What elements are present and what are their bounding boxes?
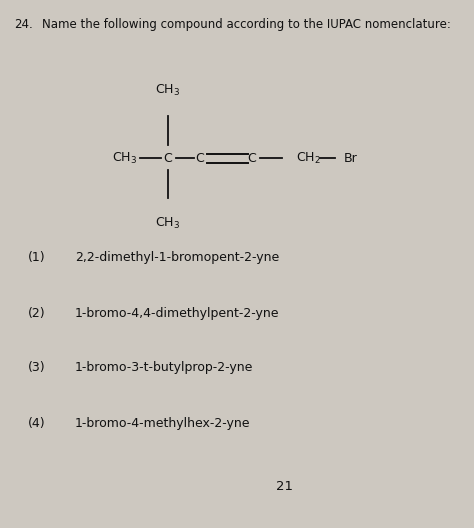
Text: 1-bromo-3-t-butylprop-2-yne: 1-bromo-3-t-butylprop-2-yne (75, 362, 254, 374)
Text: CH$_3$: CH$_3$ (112, 150, 137, 166)
Text: (2): (2) (28, 306, 46, 319)
Text: CH$_2$: CH$_2$ (296, 150, 321, 166)
Text: 21: 21 (276, 479, 293, 493)
Text: Name the following compound according to the IUPAC nomenclature:: Name the following compound according to… (42, 18, 451, 31)
Text: C: C (196, 152, 204, 165)
Text: 1-bromo-4-methylhex-2-yne: 1-bromo-4-methylhex-2-yne (75, 417, 250, 429)
Text: (3): (3) (28, 362, 46, 374)
Text: CH$_3$: CH$_3$ (155, 82, 181, 98)
Text: Br: Br (344, 152, 358, 165)
Text: C: C (247, 152, 256, 165)
Text: (1): (1) (28, 251, 46, 265)
Text: 24.: 24. (14, 18, 33, 31)
Text: C: C (164, 152, 173, 165)
Text: 1-bromo-4,4-dimethylpent-2-yne: 1-bromo-4,4-dimethylpent-2-yne (75, 306, 280, 319)
Text: 2,2-dimethyl-1-bromopent-2-yne: 2,2-dimethyl-1-bromopent-2-yne (75, 251, 279, 265)
Text: CH$_3$: CH$_3$ (155, 215, 181, 231)
Text: (4): (4) (28, 417, 46, 429)
